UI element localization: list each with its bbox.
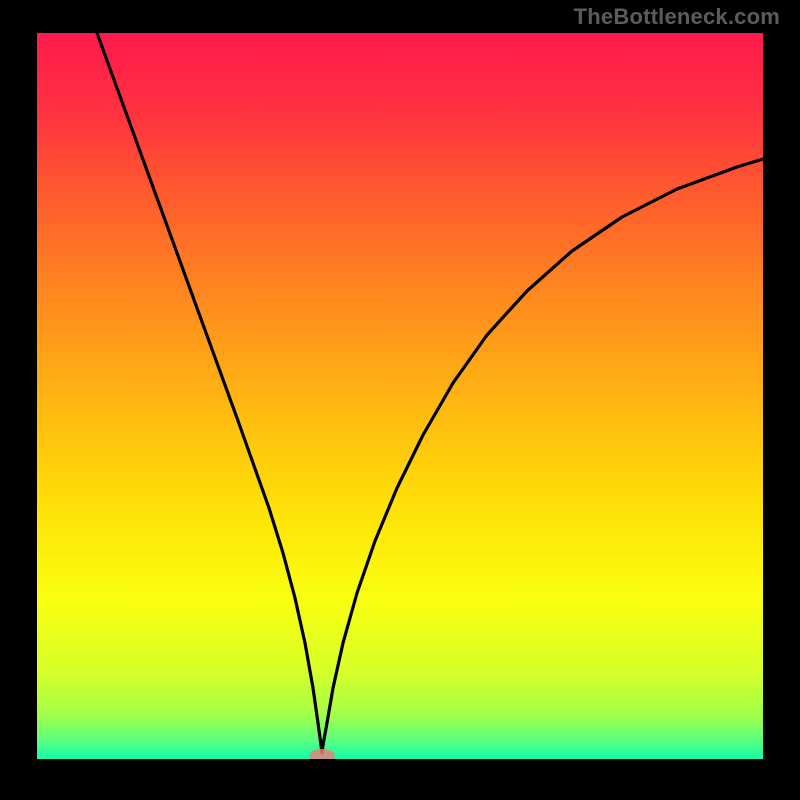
chart-plot-area	[37, 33, 763, 759]
watermark-label: TheBottleneck.com	[574, 4, 780, 30]
chart-svg	[37, 33, 763, 759]
chart-outer-frame: TheBottleneck.com	[0, 0, 800, 800]
chart-gradient-bg	[37, 33, 763, 759]
